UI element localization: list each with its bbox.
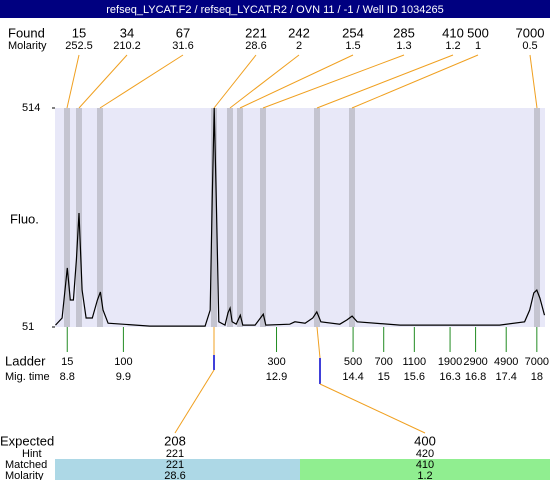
ladder-time: 8.8: [60, 371, 75, 383]
peak-band: [349, 108, 355, 327]
ladder-label: Ladder: [5, 353, 46, 368]
found-molarity: 1.2: [445, 40, 460, 52]
matched-band: [55, 459, 300, 480]
found-label: Found: [8, 25, 45, 40]
ladder-size: 100: [114, 356, 132, 368]
peak-band: [534, 108, 540, 327]
ladder-size: 7000: [525, 356, 549, 368]
molarity-label: Molarity: [8, 40, 47, 52]
found-molarity: 28.6: [245, 40, 266, 52]
leader-line: [213, 54, 257, 109]
found-molarity: 1.3: [396, 40, 411, 52]
expected-label: Expected: [0, 433, 54, 448]
found-size: 254: [342, 25, 364, 40]
ladder-time: 15.6: [404, 371, 425, 383]
y-tick-label: 514: [22, 102, 40, 114]
leader-line: [529, 54, 538, 109]
ladder-size: 15: [61, 356, 73, 368]
peak-band: [237, 108, 243, 327]
ladder-size: 700: [375, 356, 393, 368]
ladder-time: 9.9: [116, 371, 131, 383]
found-molarity: 0.5: [522, 40, 537, 52]
title-bar: [0, 0, 550, 18]
leader-line: [239, 54, 354, 109]
matched-size: 221: [166, 459, 184, 471]
leader-line: [262, 54, 405, 109]
leader-line: [78, 54, 128, 109]
found-size: 410: [442, 25, 464, 40]
ladder-size: 2900: [463, 356, 487, 368]
found-size: 285: [393, 25, 415, 40]
matched-molarity: 28.6: [164, 470, 185, 480]
found-molarity: 252.5: [65, 40, 93, 52]
leader-line: [316, 326, 321, 359]
ladder-size: 4900: [494, 356, 518, 368]
expected-size: 208: [164, 433, 186, 448]
found-size: 7000: [516, 25, 545, 40]
hint-size: 221: [166, 448, 184, 460]
ladder-time: 16.8: [465, 371, 486, 383]
found-molarity: 210.2: [113, 40, 141, 52]
peak-band: [260, 108, 266, 327]
found-molarity: 2: [296, 40, 302, 52]
leader-line: [319, 383, 426, 434]
trace: [55, 107, 546, 327]
hint-label: Hint: [22, 448, 42, 460]
plot-area: [55, 108, 545, 327]
molarity-label: Molarity: [5, 470, 44, 480]
matched-molarity: 1.2: [417, 470, 432, 480]
ladder-time: 17.4: [495, 371, 516, 383]
peak-band: [97, 108, 103, 327]
peak-band: [314, 108, 320, 327]
expected-size: 400: [414, 433, 436, 448]
found-size: 67: [176, 25, 190, 40]
peak-band: [211, 108, 217, 327]
leader-line: [66, 54, 80, 109]
leader-line: [99, 54, 184, 109]
ladder-time: 12.9: [266, 371, 287, 383]
ladder-size: 300: [267, 356, 285, 368]
title: refseq_LYCAT.F2 / refseq_LYCAT.R2 / OVN …: [106, 4, 444, 16]
leader-line: [351, 54, 479, 109]
found-molarity: 1.5: [345, 40, 360, 52]
found-size: 500: [467, 25, 489, 40]
peak-band: [64, 108, 70, 327]
hint-size: 420: [416, 448, 434, 460]
y-axis-label: Fluo.: [10, 211, 39, 226]
found-size: 34: [120, 25, 134, 40]
leader-line: [174, 369, 215, 434]
y-tick-label: 51: [22, 321, 34, 333]
ladder-size: 500: [344, 356, 362, 368]
ladder-size: 1900: [438, 356, 462, 368]
ladder-time: 15: [378, 371, 390, 383]
ladder-time: 14.4: [342, 371, 363, 383]
leader-line: [316, 54, 454, 109]
found-size: 242: [288, 25, 310, 40]
found-molarity: 1: [475, 40, 481, 52]
leader-line: [229, 54, 300, 109]
ladder-size: 1100: [403, 356, 427, 368]
found-molarity: 31.6: [172, 40, 193, 52]
peak-band: [227, 108, 233, 327]
mig-time-label: Mig. time: [5, 371, 50, 383]
ladder-time: 16.3: [439, 371, 460, 383]
matched-size: 410: [416, 459, 434, 471]
found-size: 15: [72, 25, 86, 40]
matched-label: Matched: [5, 459, 47, 471]
matched-band: [300, 459, 550, 480]
ladder-time: 18: [531, 371, 543, 383]
found-size: 221: [245, 25, 267, 40]
